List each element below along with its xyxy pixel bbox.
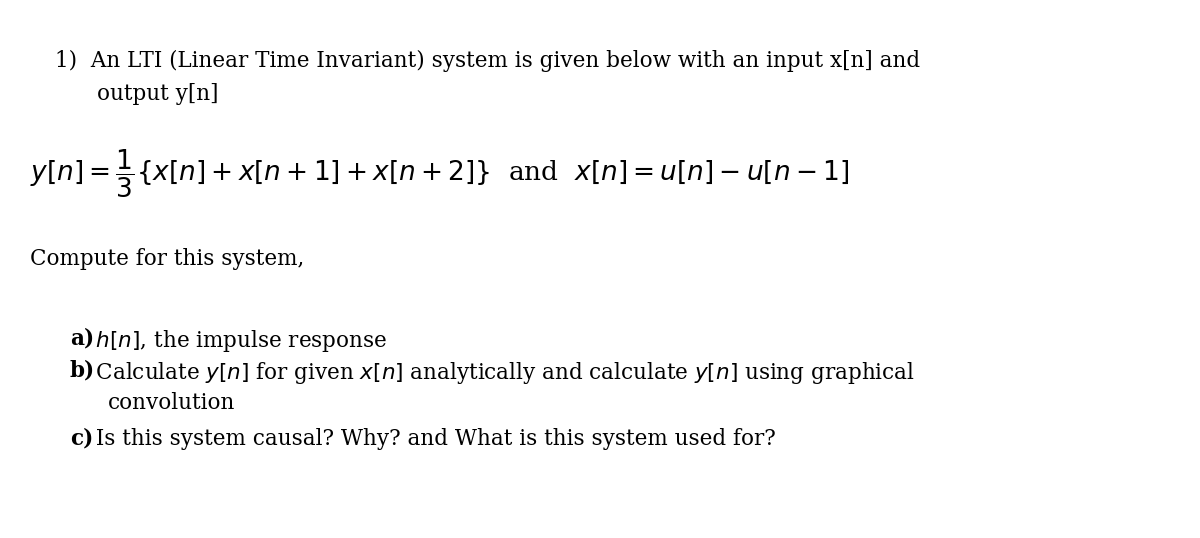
Text: Calculate $y[n]$ for given $x[n]$ analytically and calculate $y[n]$ using graphi: Calculate $y[n]$ for given $x[n]$ analyt… bbox=[89, 360, 916, 386]
Text: 1)  An LTI (Linear Time Invariant) system is given below with an input x[n] and: 1) An LTI (Linear Time Invariant) system… bbox=[55, 50, 920, 72]
Text: Is this system causal? Why? and What is this system used for?: Is this system causal? Why? and What is … bbox=[89, 428, 776, 450]
Text: output y[n]: output y[n] bbox=[97, 83, 218, 105]
Text: c): c) bbox=[70, 428, 94, 450]
Text: $h[n]$, the impulse response: $h[n]$, the impulse response bbox=[89, 328, 388, 354]
Text: a): a) bbox=[70, 328, 94, 350]
Text: convolution: convolution bbox=[108, 392, 235, 414]
Text: b): b) bbox=[70, 360, 95, 382]
Text: Compute for this system,: Compute for this system, bbox=[30, 248, 305, 270]
Text: $y[n] = \dfrac{1}{3}\{x[n] + x[n+1] + x[n+2]\}$  and  $x[n] = u[n] - u[n-1]$: $y[n] = \dfrac{1}{3}\{x[n] + x[n+1] + x[… bbox=[30, 148, 850, 200]
